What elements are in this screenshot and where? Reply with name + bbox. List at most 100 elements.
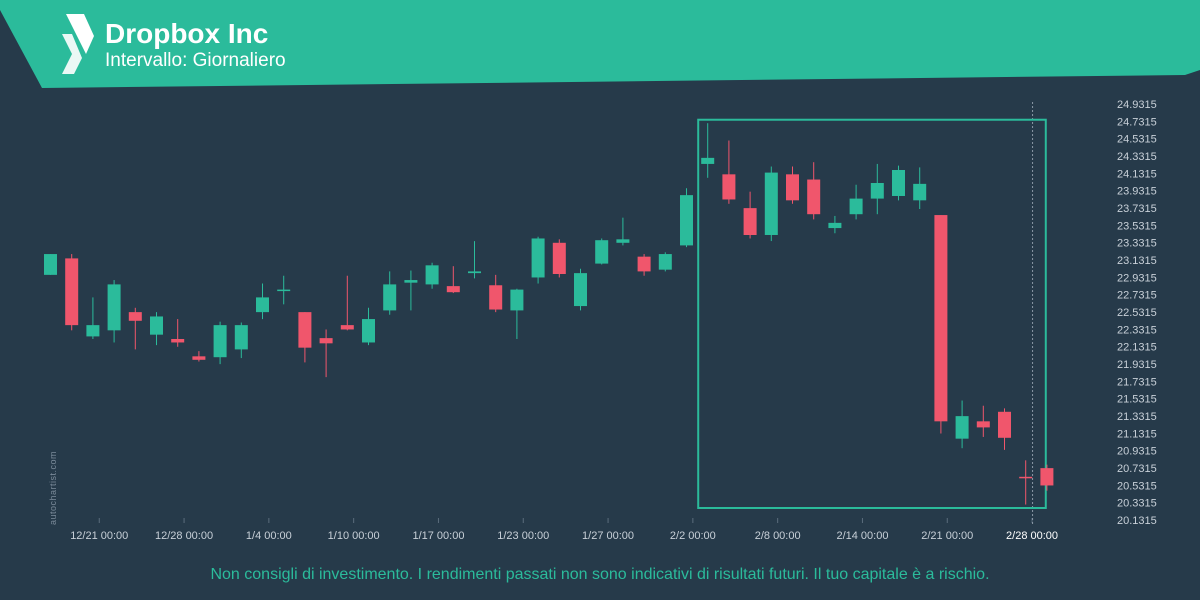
candle [128,307,142,350]
candle-body [531,238,545,278]
candle-body [340,325,354,330]
y-tick-label: 20.9315 [1117,446,1157,458]
x-tick-label: 1/4 00:00 [246,530,292,542]
candle-body [595,240,609,264]
y-tick-label: 23.9315 [1117,186,1157,198]
candle [870,163,884,215]
candle-body [319,338,333,344]
candle-body [849,198,863,215]
candle-body [86,325,100,337]
y-tick-label: 22.1315 [1117,342,1157,354]
candle [531,236,545,284]
candle [616,217,630,246]
y-tick-label: 23.3315 [1117,238,1157,250]
candle-body [510,289,524,311]
candle [658,252,672,272]
x-tick-label: 12/21 00:00 [70,530,128,542]
candle-body [107,284,121,331]
candle [786,166,799,204]
candle [1019,460,1033,505]
y-tick-label: 22.5315 [1117,307,1157,319]
candle-body [786,174,799,201]
candle-body [150,316,163,335]
candle-body [256,297,269,313]
candle [892,165,905,201]
candle [298,312,312,363]
candle-body [828,222,842,229]
candle-body [277,289,291,292]
candle-body [892,169,905,196]
x-tick-label: 2/8 00:00 [755,530,801,542]
candle-body [658,254,672,270]
y-tick-label: 24.5315 [1117,134,1157,146]
candle [764,166,778,242]
y-tick-label: 21.5315 [1117,394,1157,406]
y-tick-label: 21.9315 [1117,359,1157,371]
candle [319,329,333,378]
y-tick-label: 22.9315 [1117,272,1157,284]
y-tick-label: 24.1315 [1117,168,1157,180]
y-tick-label: 22.7315 [1117,290,1157,302]
candle [574,268,587,311]
header-background [0,0,1200,88]
candle-body [65,258,79,326]
candle [701,123,715,178]
candle-body [234,325,248,350]
candle [976,405,990,437]
candle-body [616,239,630,243]
candle-body [680,195,693,246]
candle-body [552,242,566,274]
candle-body [213,325,227,358]
x-tick-label: 1/27 00:00 [582,530,634,542]
candle [234,322,248,359]
candle [510,288,524,339]
candle-body [1019,476,1033,479]
candle [743,191,757,239]
candle [107,280,121,343]
candle [404,270,418,311]
y-tick-label: 23.5315 [1117,220,1157,232]
candle [595,238,609,265]
page-title: Dropbox Inc [105,18,269,49]
candle-body [489,285,503,310]
candle-body [298,312,312,348]
candle-body [1040,468,1054,486]
candle [213,321,227,365]
candle [192,351,206,362]
candle-body [637,256,651,272]
candle [489,274,503,313]
candle-body [701,157,715,164]
candle [828,215,842,234]
y-tick-label: 23.7315 [1117,203,1157,215]
y-tick-label: 24.9315 [1117,99,1157,111]
candle [998,408,1011,450]
header-banner: Dropbox Inc Intervallo: Giornaliero [0,0,1200,90]
interval-subtitle: Intervallo: Giornaliero [105,50,286,71]
x-tick-label: 2/28 00:00 [1006,530,1058,542]
candle-body [171,338,185,343]
candle-body [743,208,757,235]
candle-body [976,421,990,428]
candle [722,140,736,204]
pattern-box-layer [697,118,1047,509]
y-tick-label: 20.3315 [1117,498,1157,510]
y-tick-label: 23.1315 [1117,255,1157,267]
candle [552,239,566,278]
candle-body [807,179,821,215]
candle [150,312,163,346]
x-tick-label: 12/28 00:00 [155,530,213,542]
candle [913,167,927,209]
y-tick-label: 21.7315 [1117,376,1157,388]
candle [1040,464,1054,491]
candle-body [44,254,57,275]
x-tick-label: 2/21 00:00 [921,530,973,542]
candle [277,275,291,305]
candle-body [468,271,481,274]
disclaimer-text: Non consigli di investimento. I rendimen… [210,566,990,583]
candle [65,254,79,331]
x-tick-label: 1/23 00:00 [497,530,549,542]
candle-body [574,273,587,307]
candle-body [870,182,884,199]
candle-body [425,265,439,285]
